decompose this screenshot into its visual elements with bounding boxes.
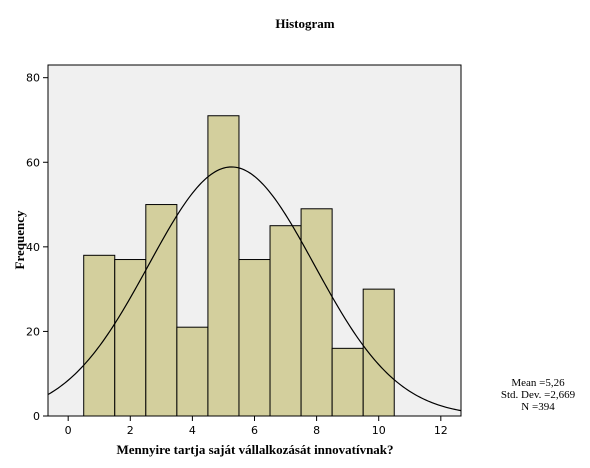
x-tick-label: 10 (372, 424, 386, 437)
x-tick-label: 12 (434, 424, 448, 437)
chart-title: Histogram (275, 16, 334, 31)
stats-legend: Mean =5,26 Std. Dev. =2,669 N =394 (501, 377, 576, 413)
y-tick-label: 60 (26, 156, 40, 169)
x-tick-label: 2 (127, 424, 134, 437)
histogram-bar (83, 254, 116, 417)
histogram-bar (145, 204, 178, 417)
stats-std-dev: Std. Dev. =2,669 (501, 389, 576, 401)
stats-mean: Mean =5,26 (511, 377, 565, 389)
x-tick-label: 0 (65, 424, 72, 437)
histogram-bar (114, 259, 147, 417)
x-tick-label: 4 (189, 424, 196, 437)
y-axis-label: Frequency (12, 210, 27, 269)
bars-group (83, 115, 395, 417)
y-axis-ticks: 0 20 40 60 80 (26, 72, 48, 423)
y-tick-label: 0 (33, 410, 40, 423)
histogram-bar (176, 326, 209, 417)
y-tick-label: 40 (26, 241, 40, 254)
x-tick-label: 8 (313, 424, 320, 437)
histogram-bar (238, 259, 271, 417)
x-tick-label: 6 (251, 424, 258, 437)
x-axis-label: Mennyire tartja saját vállalkozását inno… (116, 442, 393, 457)
stats-n: N =394 (521, 401, 555, 413)
histogram-bar (300, 208, 333, 417)
y-tick-label: 80 (26, 72, 40, 85)
normal-curve (47, 166, 462, 412)
y-tick-label: 20 (26, 325, 40, 338)
histogram-bar (331, 347, 364, 417)
x-axis-ticks: 0 2 4 6 8 10 12 (65, 416, 448, 437)
histogram-bar (207, 115, 240, 417)
histogram-bar (269, 225, 302, 417)
